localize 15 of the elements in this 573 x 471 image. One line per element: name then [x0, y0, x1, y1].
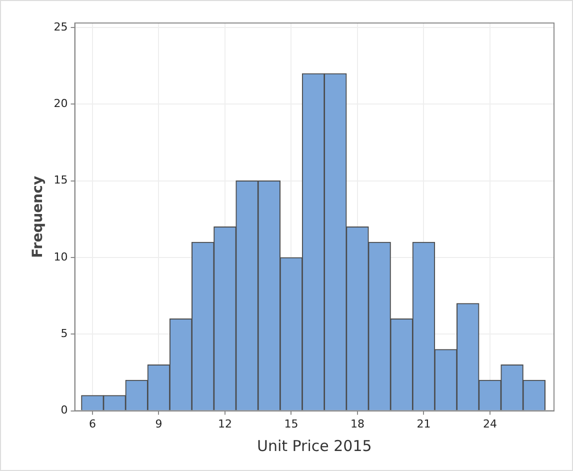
y-tick-label: 5	[60, 327, 68, 340]
x-tick-label: 6	[88, 417, 96, 430]
x-tick-label: 24	[482, 417, 497, 430]
x-tick-label: 12	[218, 417, 232, 430]
y-tick-label: 10	[54, 250, 68, 264]
x-tick-label: 9	[155, 417, 162, 430]
x-axis-title: Unit Price 2015	[256, 436, 372, 455]
x-tick-label: 15	[284, 417, 298, 430]
y-tick-label: 25	[54, 20, 68, 34]
x-tick-label: 21	[416, 417, 431, 430]
y-axis-title: Frequency	[30, 176, 46, 258]
y-tick-label: 0	[60, 404, 68, 417]
x-tick-label: 18	[350, 417, 364, 430]
y-tick-label: 15	[54, 174, 68, 187]
y-tick-label: 20	[54, 97, 68, 110]
